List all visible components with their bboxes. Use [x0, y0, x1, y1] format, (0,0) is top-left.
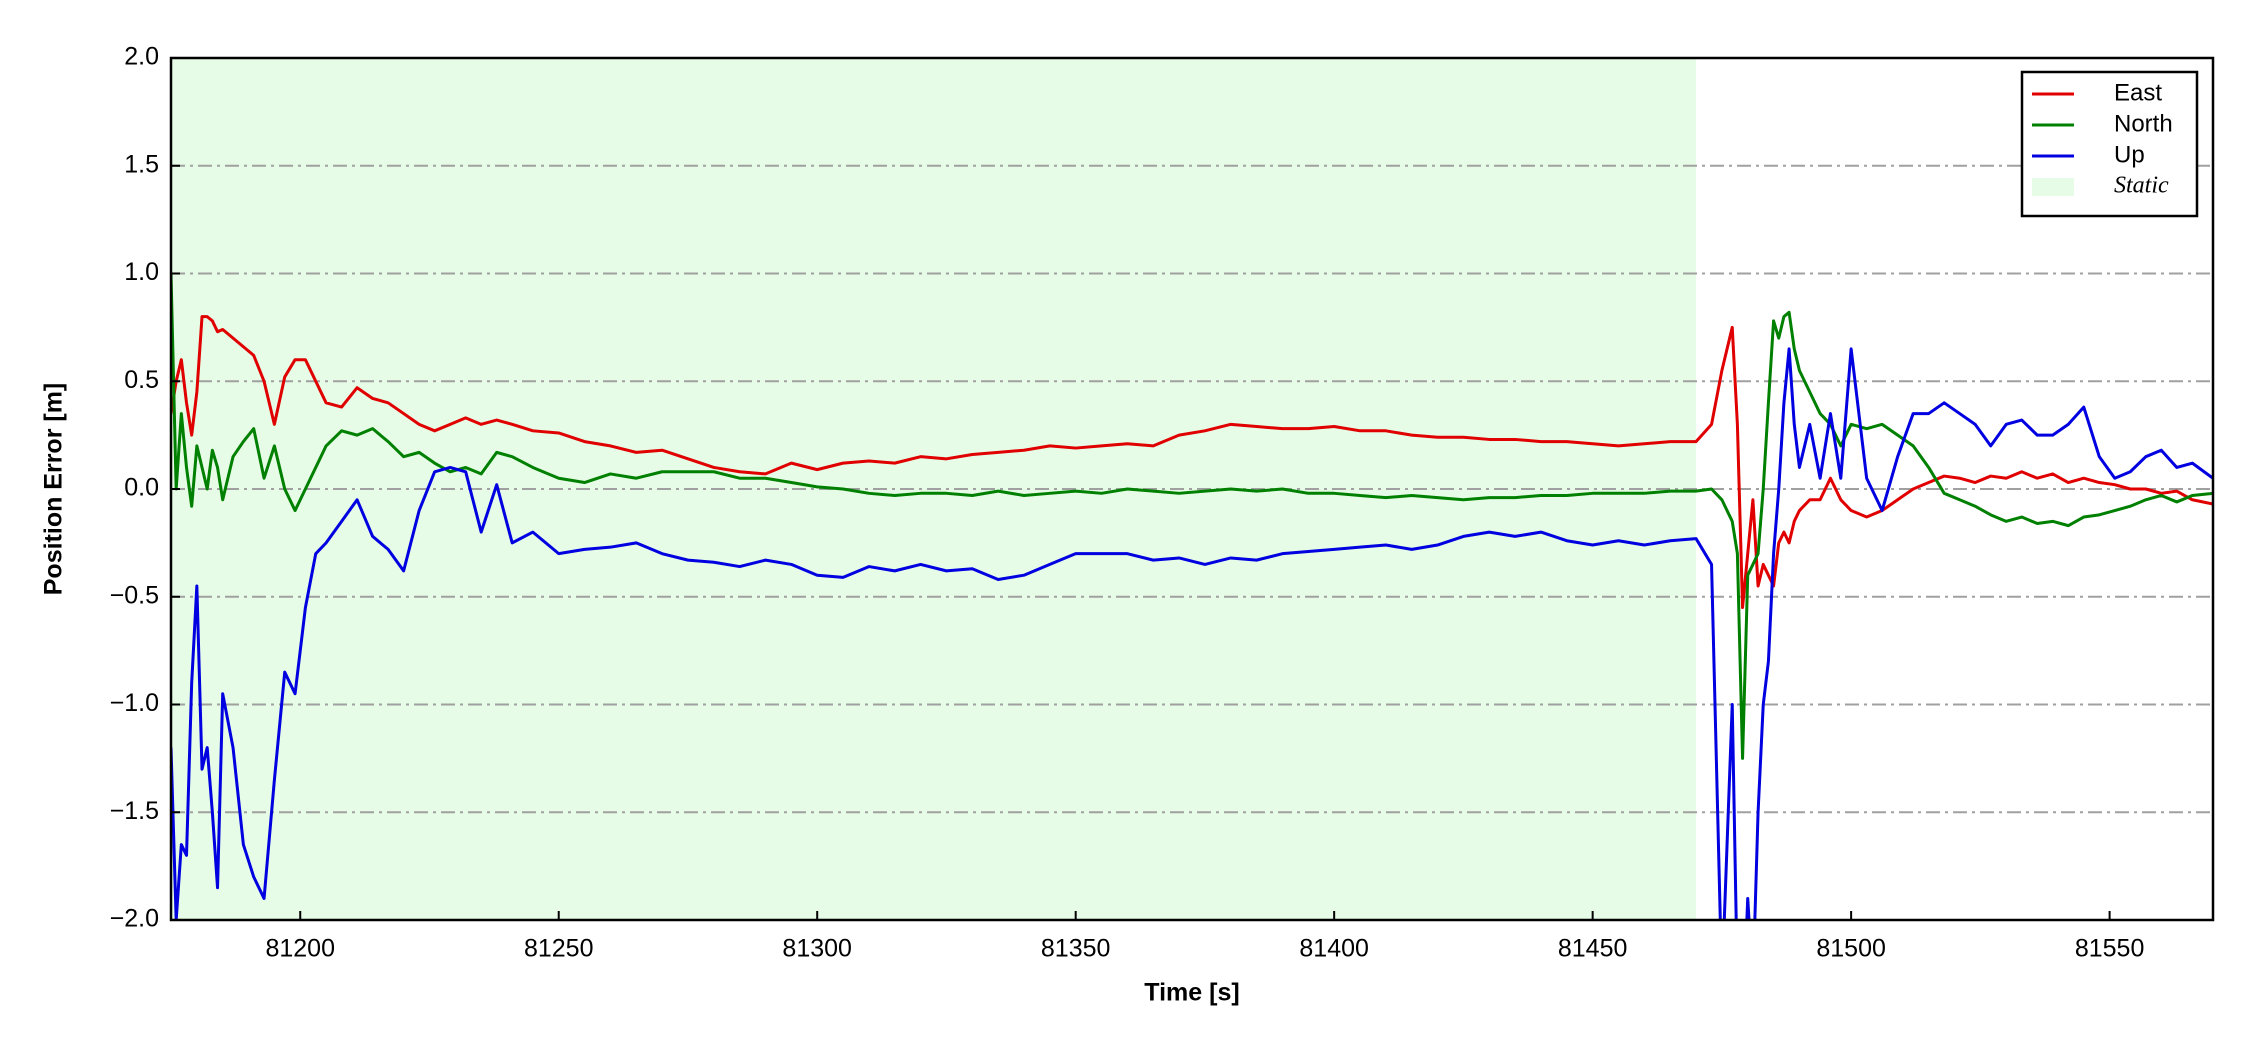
y-tick-label: −1.5 — [110, 797, 159, 825]
x-axis-label: Time [s] — [1144, 979, 1239, 1007]
legend-label: North — [2114, 110, 2173, 137]
y-axis-label: Position Error [m] — [40, 383, 68, 596]
series-line — [171, 315, 2213, 610]
lines — [171, 273, 2213, 920]
y-tick-label: 2.0 — [124, 43, 159, 71]
legend-label: Static — [2114, 173, 2169, 199]
x-tick-label: 81450 — [1558, 935, 1628, 963]
plot-area — [171, 57, 2213, 921]
y-tick-label: 0.5 — [124, 366, 159, 394]
y-tick-label: 1.5 — [124, 150, 159, 178]
x-tick-label: 81550 — [2075, 935, 2145, 963]
x-tick-label: 81350 — [1041, 935, 1111, 963]
legend-label: Up — [2114, 141, 2145, 168]
legend: East North Up Static — [2020, 70, 2199, 218]
y-tick-label: −1.0 — [110, 689, 159, 717]
series-line — [171, 347, 2213, 920]
y-tick-label: −2.0 — [110, 905, 159, 933]
x-tick-label: 81500 — [1816, 935, 1886, 963]
legend-swatch — [2032, 178, 2074, 196]
series-line — [171, 273, 2213, 760]
x-tick-label: 81400 — [1299, 935, 1369, 963]
x-tick-label: 81300 — [782, 935, 852, 963]
y-tick-label: 0.0 — [124, 474, 159, 502]
x-tick-label: 81250 — [524, 935, 594, 963]
y-tick-label: −0.5 — [110, 581, 159, 609]
y-tick-label: 1.0 — [124, 258, 159, 286]
legend-label: East — [2114, 79, 2162, 106]
legend-box — [2020, 70, 2199, 218]
x-tick-label: 81200 — [265, 935, 335, 963]
